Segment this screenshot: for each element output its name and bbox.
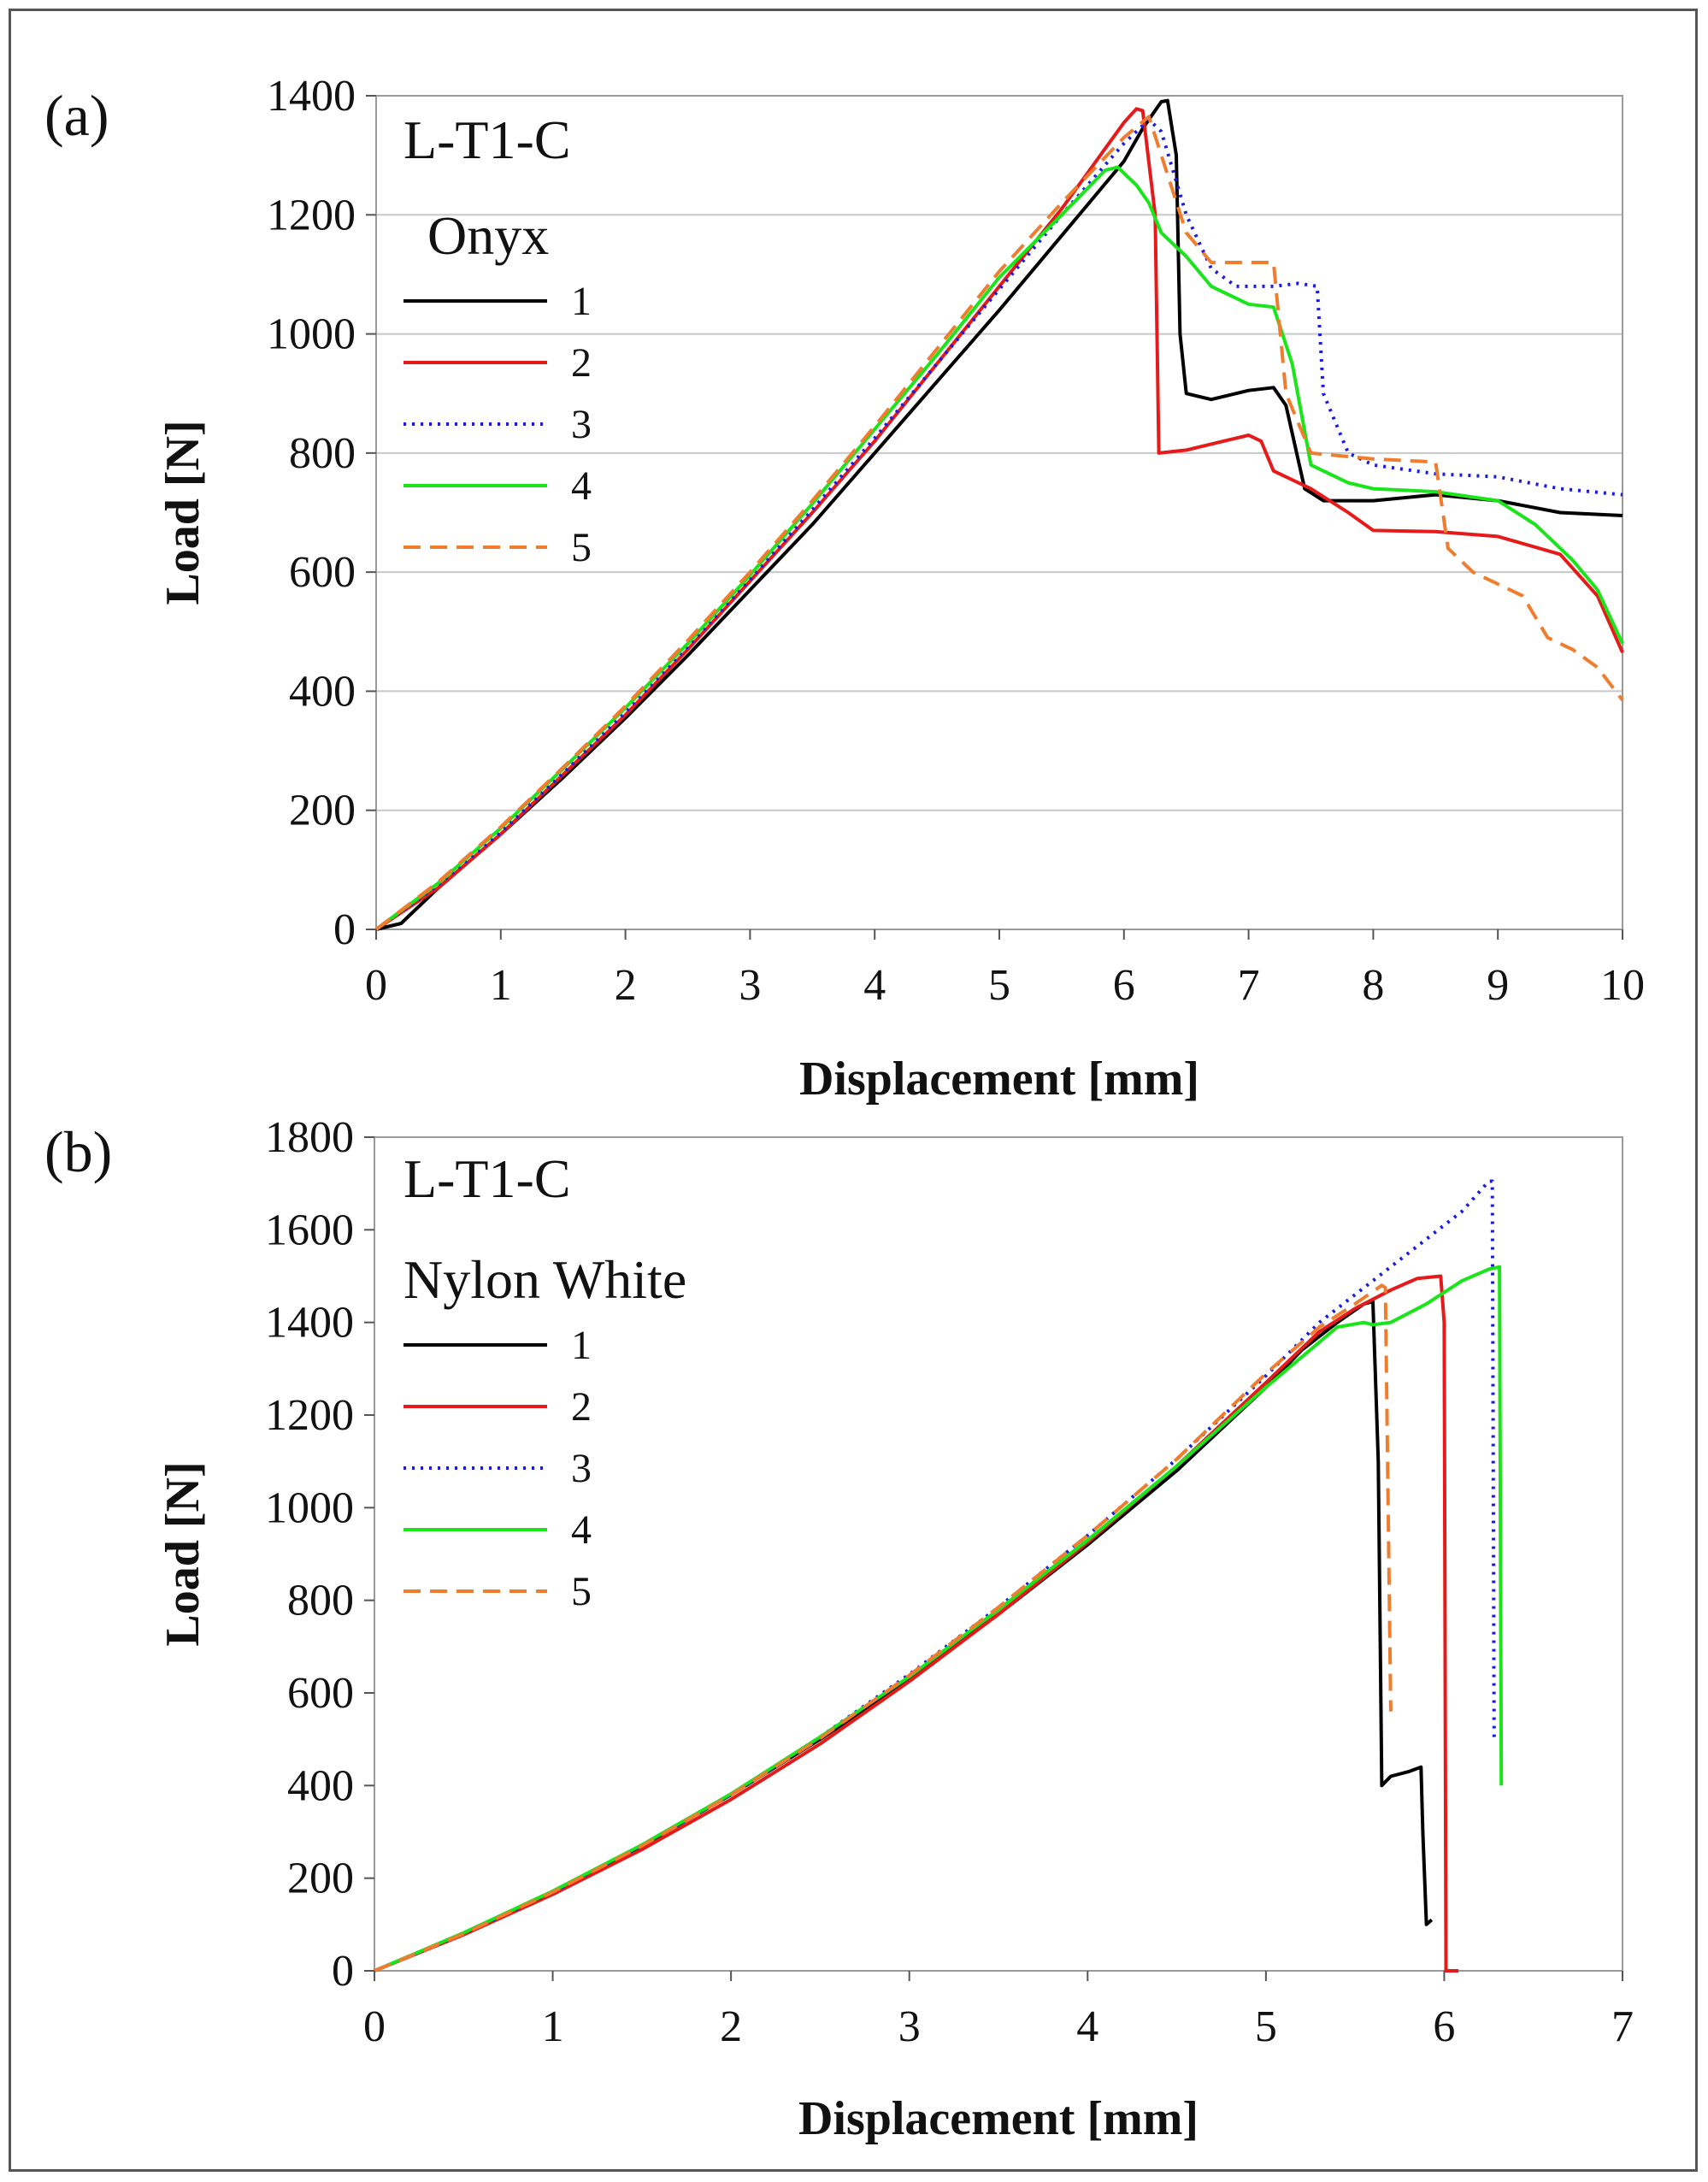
y-tick-label: 0 (332, 1947, 354, 1996)
series-5-line (374, 1283, 1393, 1973)
panel-b-x-axis-label: Displacement [mm] (798, 2092, 1199, 2145)
figure-frame (9, 9, 1698, 2172)
series-5-line (374, 115, 1624, 931)
y-tick-label: 1400 (265, 1299, 354, 1348)
legend-label-4: 4 (571, 1507, 592, 1553)
y-tick-label: 800 (289, 429, 356, 478)
y-tick-label: 1600 (265, 1206, 354, 1254)
x-tick-label: 1 (490, 961, 512, 1010)
y-tick-label: 200 (287, 1855, 354, 1903)
panel-a-x-axis-label: Displacement [mm] (799, 1053, 1199, 1106)
panel-b-series (374, 1179, 1504, 1973)
panel-b-annotation-specimen: L-T1-C (403, 1148, 571, 1209)
panel-b-annotation-material: Nylon White (403, 1249, 686, 1310)
panel-a-grid (376, 95, 1623, 930)
y-tick-label: 1000 (267, 310, 356, 359)
panel-a-y-axis-label: Load [N] (156, 420, 209, 604)
x-tick-label: 1 (542, 2002, 564, 2051)
panel-b-plot-area (374, 1136, 1623, 1972)
panel-a-plot-area (375, 95, 1623, 930)
series-1-line (375, 98, 1623, 931)
y-tick-label: 1200 (267, 191, 356, 239)
panel-a-x-ticks: 0 1 2 3 4 5 6 7 8 9 10 (365, 929, 1645, 1010)
legend-label-1: 1 (571, 1323, 592, 1368)
legend-label-2: 2 (571, 1384, 592, 1430)
legend-label-5: 5 (571, 525, 592, 570)
x-tick-label: 5 (988, 961, 1010, 1010)
panel-a-annotation-material: Onyx (427, 205, 549, 266)
legend-label-3: 3 (571, 402, 592, 447)
x-tick-label: 2 (615, 961, 637, 1010)
legend-label-5: 5 (571, 1569, 592, 1614)
y-tick-label: 400 (287, 1761, 354, 1810)
panel-b-label: (b) (44, 1119, 112, 1184)
panel-a: 0 200 400 600 800 1000 1200 1400 0 1 2 3 4 5 6 7 8 9 10 (… (44, 72, 1645, 1106)
x-tick-label: 6 (1433, 2002, 1455, 2051)
x-tick-label: 3 (898, 2002, 921, 2051)
x-tick-label: 2 (720, 2002, 742, 2051)
y-tick-label: 0 (333, 905, 356, 954)
y-tick-label: 400 (289, 667, 356, 716)
y-tick-label: 600 (287, 1669, 354, 1718)
y-tick-label: 800 (287, 1577, 354, 1625)
y-tick-label: 1400 (267, 72, 356, 121)
panel-b-x-ticks: 0 1 2 3 4 5 6 7 (363, 1971, 1634, 2051)
panel-a-annotation-specimen: L-T1-C (403, 109, 571, 170)
x-tick-label: 0 (365, 961, 387, 1010)
x-tick-label: 5 (1255, 2002, 1277, 2051)
x-tick-label: 4 (863, 961, 886, 1010)
series-1-line (374, 1300, 1434, 1973)
y-tick-label: 200 (289, 787, 356, 835)
y-tick-label: 1000 (265, 1483, 354, 1532)
panel-b-y-axis-label: Load [N] (156, 1461, 209, 1646)
y-tick-label: 1800 (265, 1113, 354, 1162)
x-tick-label: 9 (1487, 961, 1509, 1010)
x-tick-label: 10 (1600, 961, 1645, 1010)
legend-label-1: 1 (571, 279, 592, 324)
series-4-line (374, 165, 1624, 931)
x-tick-label: 3 (739, 961, 761, 1010)
panel-b-legend: 1 2 3 4 5 (403, 1323, 592, 1614)
y-tick-label: 600 (289, 548, 356, 597)
series-3-line (374, 117, 1623, 931)
panel-b-y-ticks: 0 200 400 600 800 1000 1200 1400 1600 1800 (265, 1113, 374, 1996)
x-tick-label: 7 (1238, 961, 1260, 1010)
panel-a-series (374, 98, 1624, 931)
x-tick-label: 4 (1076, 2002, 1098, 2051)
series-2-line (374, 107, 1624, 931)
series-3-line (374, 1179, 1496, 1973)
series-4-line (374, 1265, 1504, 1973)
series-2-line (374, 1274, 1459, 1973)
legend-label-3: 3 (571, 1446, 592, 1491)
panel-a-label: (a) (44, 83, 109, 148)
x-tick-label: 7 (1611, 2002, 1634, 2051)
panel-a-y-ticks: 0 200 400 600 800 1000 1200 1400 (267, 72, 376, 954)
x-tick-label: 8 (1362, 961, 1384, 1010)
y-tick-label: 1200 (265, 1391, 354, 1440)
x-tick-label: 6 (1113, 961, 1135, 1010)
panel-b: 0 200 400 600 800 1000 1200 1400 1600 1800 0 1 2 3 4 5… (44, 1113, 1634, 2145)
panel-a-legend: 1 2 3 4 5 (403, 279, 592, 570)
legend-label-2: 2 (571, 340, 592, 386)
legend-label-4: 4 (571, 463, 592, 509)
x-tick-label: 0 (363, 2002, 386, 2051)
